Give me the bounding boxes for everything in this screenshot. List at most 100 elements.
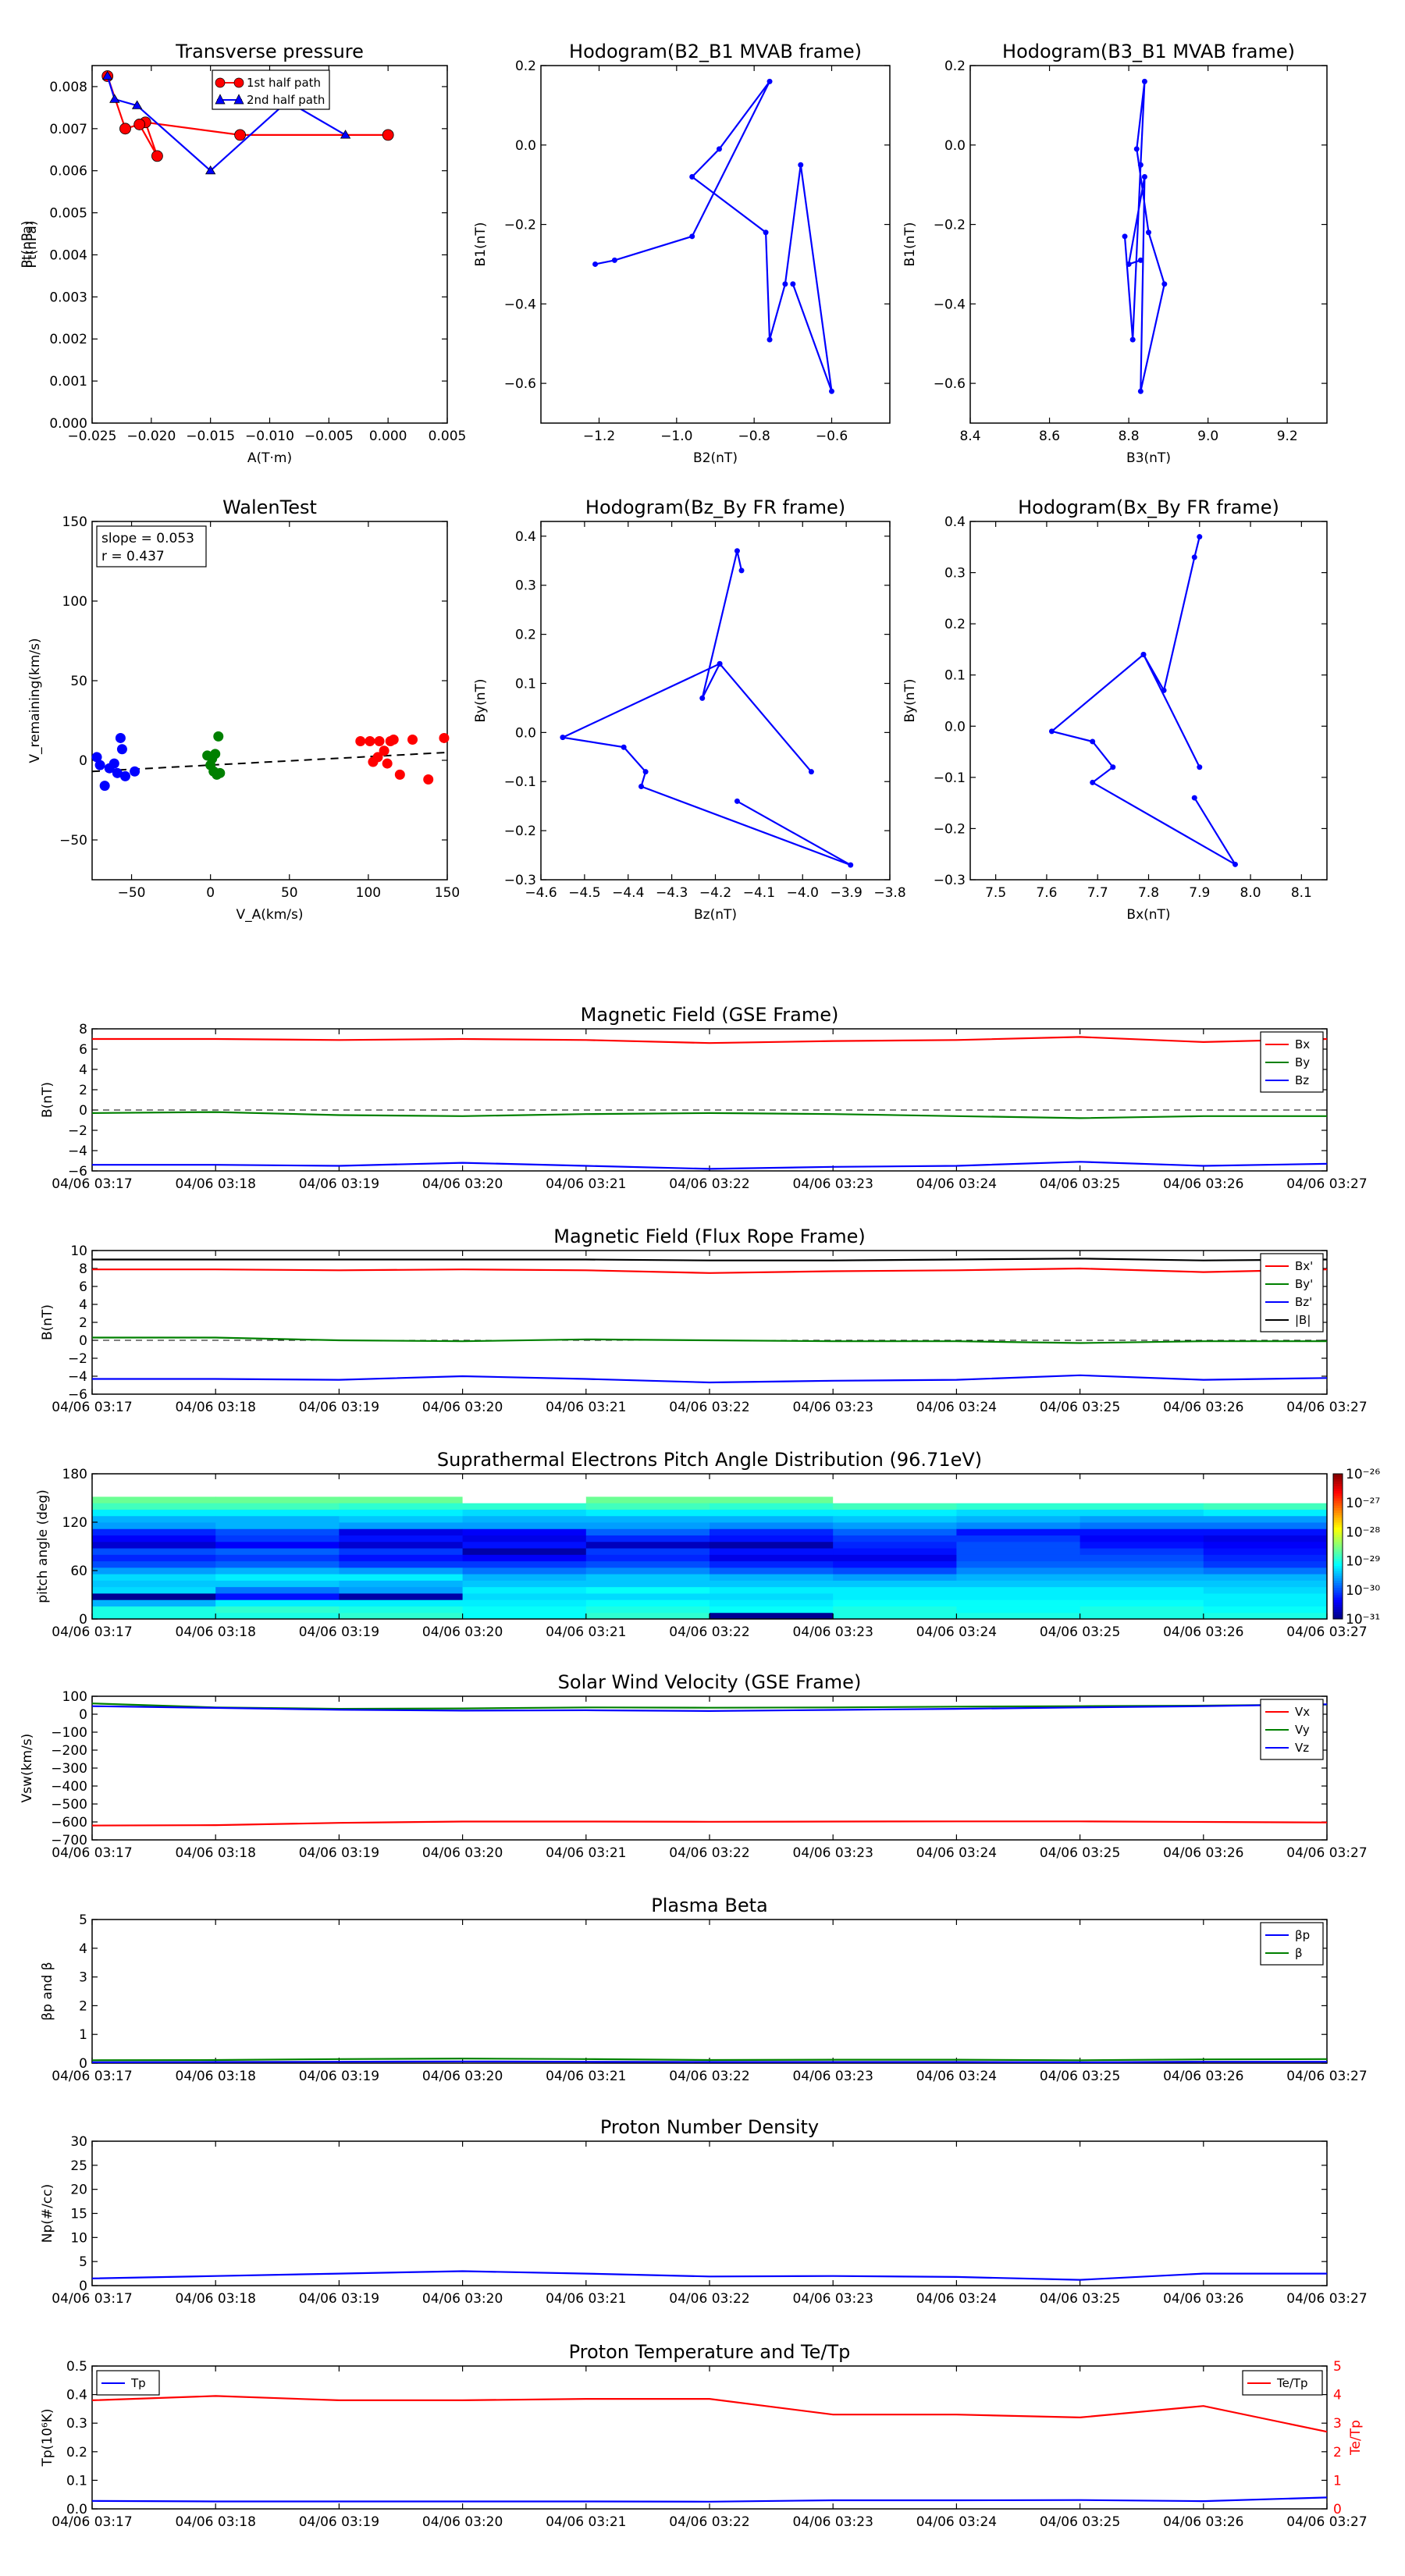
heatmap-cell [585, 1599, 710, 1606]
y-tick-label: −0.1 [504, 774, 536, 790]
heatmap-cell [1203, 1528, 1328, 1536]
chart-title: Hodogram(B2_B1 MVAB frame) [569, 41, 862, 62]
y-tick-label: −500 [51, 1797, 87, 1813]
x-tick-label: 8.1 [1291, 885, 1312, 901]
x-tick-label: 04/06 03:25 [1040, 1624, 1120, 1640]
data-point [1090, 738, 1096, 745]
x-tick-label: −1.0 [660, 429, 692, 444]
y-tick-label: 0.006 [49, 164, 87, 180]
y-tick-label: 0.5 [66, 2359, 87, 2375]
colorbar-segment [1333, 1563, 1343, 1567]
data-point [689, 233, 695, 240]
data-point [372, 752, 383, 763]
colorbar-segment [1333, 1495, 1343, 1499]
y-tick-label: 0.0 [66, 2502, 87, 2517]
colorbar-segment [1333, 1522, 1343, 1525]
colorbar-segment [1333, 1556, 1343, 1559]
legend-box [1260, 1922, 1324, 1966]
heatmap-cell [1080, 1592, 1204, 1600]
heatmap-cell [1080, 1528, 1204, 1536]
legend-label: Te/Tp [1276, 2376, 1308, 2390]
heatmap-cell [1203, 1586, 1328, 1594]
heatmap-cell [92, 1515, 216, 1523]
series-line [91, 1703, 1328, 1712]
chart-title: Proton Temperature and Te/Tp [569, 2341, 851, 2363]
heatmap-cell [462, 1535, 587, 1542]
data-point [699, 695, 706, 701]
colorbar-segment [1333, 1616, 1343, 1620]
heatmap-cell [215, 1474, 340, 1497]
heatmap-cell [956, 1592, 1081, 1600]
y-tick-label: 4 [79, 1297, 87, 1313]
heatmap-cell [215, 1535, 340, 1542]
series-line [91, 2058, 1328, 2062]
data-point [99, 781, 110, 792]
y-tick-label: 0.0 [515, 138, 536, 154]
series-line [91, 1820, 1328, 1827]
x-tick-label: 04/06 03:27 [1286, 2069, 1367, 2084]
heatmap-cell [710, 1574, 834, 1581]
y-tick-label: 0.2 [66, 2445, 87, 2460]
colorbar-segment [1333, 1553, 1343, 1557]
heatmap-cell [1203, 1574, 1328, 1581]
colorbar-segment [1333, 1519, 1343, 1523]
colorbar-segment [1333, 1541, 1343, 1545]
x-tick-label: −3.9 [830, 885, 862, 901]
heatmap-cell [462, 1586, 587, 1594]
heatmap-cell [585, 1548, 710, 1555]
heatmap-cell [710, 1592, 834, 1600]
heatmap-cell [339, 1554, 464, 1562]
y-right-tick-label: 5 [1333, 2359, 1342, 2375]
x-tick-label: 04/06 03:26 [1163, 2069, 1243, 2084]
y-tick-label: −200 [51, 1743, 87, 1759]
colorbar-segment [1333, 1478, 1343, 1482]
x-tick-label: 0.000 [369, 429, 407, 444]
x-tick-label: 8.8 [1119, 429, 1140, 444]
data-point [1140, 651, 1147, 657]
heatmap-cell [710, 1554, 834, 1562]
heatmap-cell [339, 1503, 464, 1510]
heatmap-cell [956, 1548, 1081, 1555]
y-tick-label: 2 [79, 1998, 87, 2014]
y-tick-label: 0.008 [49, 80, 87, 95]
data-point [382, 129, 394, 141]
x-tick-label: 04/06 03:22 [669, 1845, 749, 1861]
legend-label: By' [1295, 1277, 1313, 1291]
heatmap-cell [339, 1474, 464, 1497]
heatmap-cell [92, 1528, 216, 1536]
x-tick-label: 150 [435, 885, 460, 901]
heatmap-cell [956, 1612, 1081, 1620]
x-tick-label: 04/06 03:23 [793, 2514, 873, 2530]
data-point [130, 766, 140, 777]
heatmap-cell [92, 1586, 216, 1594]
x-tick-label: 04/06 03:21 [546, 1624, 626, 1640]
data-point [1161, 281, 1168, 287]
data-point [1048, 728, 1055, 735]
data-point [374, 736, 385, 747]
x-tick-label: 04/06 03:18 [176, 1400, 256, 1415]
heatmap-cell [462, 1503, 587, 1510]
chart-title: Proton Number Density [600, 2116, 819, 2138]
heatmap-cell [339, 1580, 464, 1588]
heatmap-cell [1203, 1522, 1328, 1529]
heatmap-cell [710, 1503, 834, 1510]
heatmap-cell [833, 1574, 957, 1581]
y-axis-label: B(nT) [40, 1304, 55, 1340]
y-tick-label: −0.6 [504, 376, 536, 392]
series-line [92, 1374, 1328, 1384]
heatmap-cell [585, 1567, 710, 1574]
heatmap-cell [462, 1574, 587, 1581]
heatmap-cell [462, 1522, 587, 1529]
y-tick-label: 4 [79, 1941, 87, 1957]
heatmap-cell [710, 1612, 834, 1620]
y-tick-label: −300 [51, 1761, 87, 1777]
x-tick-label: 04/06 03:19 [299, 1624, 379, 1640]
y-axis-label: Np(#/cc) [40, 2184, 55, 2243]
heatmap-cell [833, 1612, 957, 1620]
x-tick-label: 04/06 03:18 [176, 2514, 256, 2530]
x-tick-label: 04/06 03:22 [669, 2291, 749, 2307]
x-tick-label: 0 [206, 885, 215, 901]
r-annotation: r = 0.437 [101, 549, 165, 564]
heatmap-cell [462, 1528, 587, 1536]
y-tick-label: 0.2 [515, 628, 536, 643]
